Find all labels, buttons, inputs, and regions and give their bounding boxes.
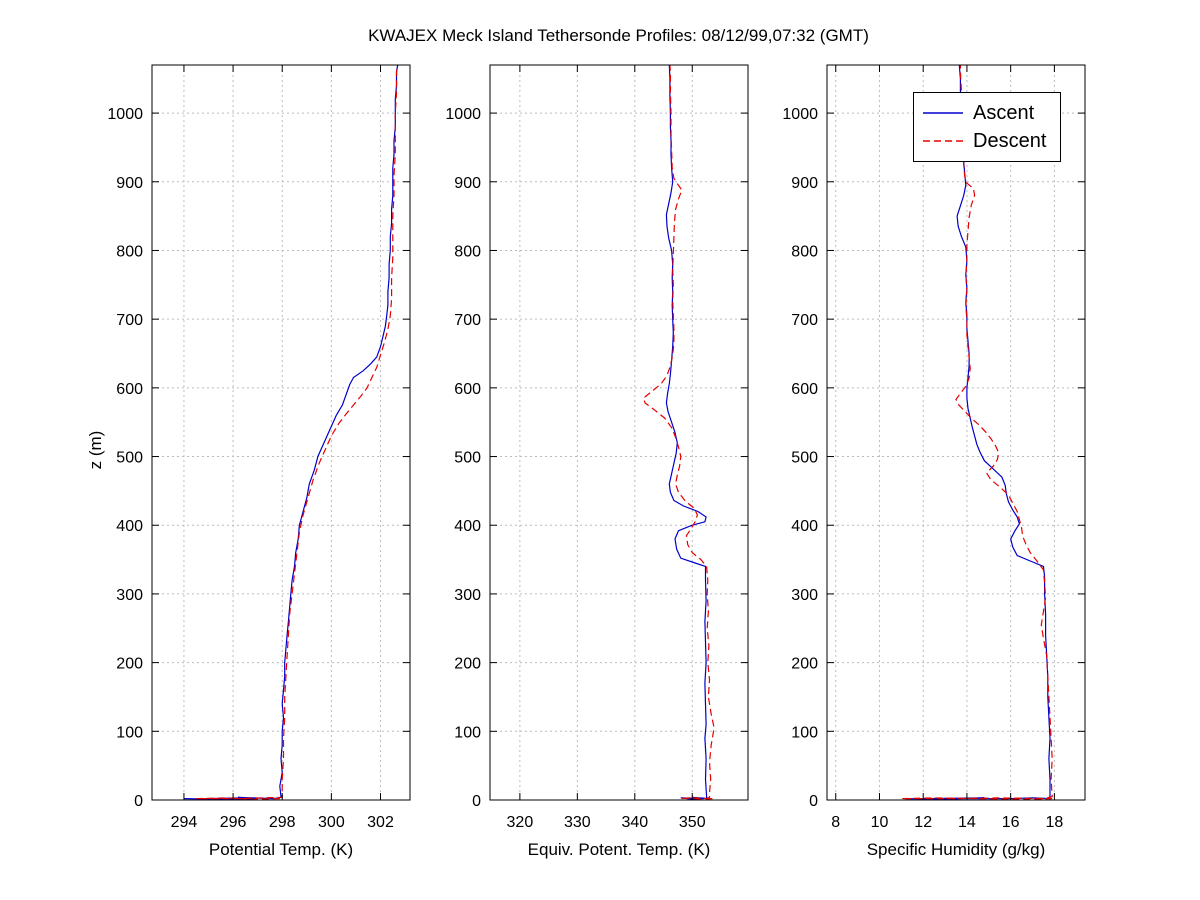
ascent-line-sample-icon bbox=[923, 112, 963, 114]
svg-text:600: 600 bbox=[454, 381, 481, 398]
svg-text:500: 500 bbox=[116, 450, 143, 467]
svg-text:8: 8 bbox=[831, 814, 840, 831]
svg-text:0: 0 bbox=[809, 793, 818, 810]
svg-text:0: 0 bbox=[134, 793, 143, 810]
legend-label-ascent: Ascent bbox=[973, 101, 1035, 124]
svg-text:900: 900 bbox=[791, 175, 818, 192]
chart-title: KWAJEX Meck Island Tethersonde Profiles:… bbox=[368, 26, 869, 45]
svg-text:500: 500 bbox=[791, 450, 818, 467]
svg-text:300: 300 bbox=[318, 814, 345, 831]
svg-text:330: 330 bbox=[564, 814, 591, 831]
descent-line-sample-icon bbox=[923, 140, 963, 142]
svg-text:300: 300 bbox=[116, 587, 143, 604]
svg-text:100: 100 bbox=[116, 724, 143, 741]
svg-text:700: 700 bbox=[116, 312, 143, 329]
legend-entry-descent: Descent bbox=[914, 127, 1060, 155]
svg-text:400: 400 bbox=[116, 518, 143, 535]
svg-text:400: 400 bbox=[791, 518, 818, 535]
svg-text:300: 300 bbox=[454, 587, 481, 604]
svg-text:1000: 1000 bbox=[782, 106, 818, 123]
svg-text:700: 700 bbox=[454, 312, 481, 329]
svg-text:600: 600 bbox=[116, 381, 143, 398]
svg-text:800: 800 bbox=[116, 243, 143, 260]
svg-text:100: 100 bbox=[454, 724, 481, 741]
svg-text:0: 0 bbox=[472, 793, 481, 810]
svg-text:320: 320 bbox=[507, 814, 534, 831]
svg-text:1000: 1000 bbox=[445, 106, 481, 123]
legend: Ascent Descent bbox=[913, 92, 1061, 162]
legend-entry-ascent: Ascent bbox=[914, 99, 1060, 127]
x-axis-label-potential-temp: Potential Temp. (K) bbox=[208, 840, 354, 859]
svg-text:350: 350 bbox=[679, 814, 706, 831]
svg-text:18: 18 bbox=[1045, 814, 1063, 831]
svg-text:14: 14 bbox=[958, 814, 976, 831]
svg-text:12: 12 bbox=[914, 814, 932, 831]
svg-text:900: 900 bbox=[454, 175, 481, 192]
svg-text:100: 100 bbox=[791, 724, 818, 741]
svg-text:340: 340 bbox=[621, 814, 648, 831]
svg-text:300: 300 bbox=[791, 587, 818, 604]
svg-text:400: 400 bbox=[454, 518, 481, 535]
svg-text:200: 200 bbox=[454, 656, 481, 673]
svg-text:500: 500 bbox=[454, 450, 481, 467]
svg-text:294: 294 bbox=[171, 814, 198, 831]
svg-text:900: 900 bbox=[116, 175, 143, 192]
svg-text:16: 16 bbox=[1002, 814, 1020, 831]
svg-text:600: 600 bbox=[791, 381, 818, 398]
svg-text:200: 200 bbox=[791, 656, 818, 673]
svg-text:800: 800 bbox=[454, 243, 481, 260]
svg-text:200: 200 bbox=[116, 656, 143, 673]
svg-text:296: 296 bbox=[220, 814, 247, 831]
x-axis-label-equiv-potent-temp: Equiv. Potent. Temp. (K) bbox=[527, 840, 711, 859]
svg-text:298: 298 bbox=[269, 814, 296, 831]
legend-label-descent: Descent bbox=[973, 129, 1047, 152]
svg-text:800: 800 bbox=[791, 243, 818, 260]
svg-text:302: 302 bbox=[367, 814, 394, 831]
svg-text:1000: 1000 bbox=[107, 106, 143, 123]
x-axis-label-specific-humidity: Specific Humidity (g/kg) bbox=[866, 840, 1046, 859]
svg-text:10: 10 bbox=[871, 814, 889, 831]
svg-text:700: 700 bbox=[791, 312, 818, 329]
